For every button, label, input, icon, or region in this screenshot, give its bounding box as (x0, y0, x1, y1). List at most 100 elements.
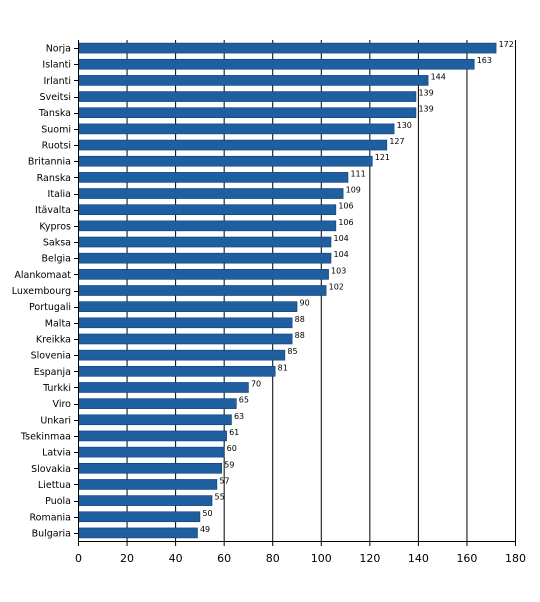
category-label-30: Bulgaria (32, 528, 71, 539)
bar-10 (78, 204, 337, 215)
category-label-1: Islanti (42, 60, 71, 71)
bar-3 (78, 91, 417, 102)
bar-23 (78, 414, 232, 426)
bar-11 (78, 220, 337, 232)
data-label-4: 139 (418, 105, 433, 114)
x-tick-label-100: 100 (311, 552, 332, 565)
category-label-29: Romania (29, 512, 71, 523)
category-label-8: Ranska (37, 173, 71, 184)
bar-22 (78, 398, 237, 409)
data-label-29: 50 (202, 509, 212, 518)
bar-30 (78, 527, 198, 539)
category-label-25: Latvia (42, 448, 71, 459)
x-tick-label-60: 60 (217, 552, 231, 565)
bar-20 (78, 366, 276, 377)
data-label-9: 109 (346, 186, 361, 195)
axes (74, 40, 516, 546)
data-label-7: 121 (375, 153, 390, 162)
category-label-18: Kreikka (36, 334, 71, 345)
bar-8 (78, 172, 349, 183)
bar-13 (78, 252, 332, 264)
data-label-28: 55 (215, 493, 225, 502)
data-label-10: 106 (338, 202, 353, 211)
x-tick-label-140: 140 (408, 552, 429, 565)
data-label-27: 57 (219, 476, 229, 485)
x-tick-label-120: 120 (359, 552, 380, 565)
bar-6 (78, 139, 388, 151)
bar-12 (78, 236, 332, 248)
data-label-5: 130 (397, 121, 412, 130)
data-label-18: 88 (295, 331, 305, 340)
category-label-9: Italia (48, 189, 71, 200)
bar-7 (78, 155, 373, 167)
data-label-17: 88 (295, 315, 305, 324)
x-tick-labels: 0 20 40 60 80 100 120 140 160 180 (75, 552, 526, 565)
category-label-12: Saksa (43, 238, 71, 249)
bar-14 (78, 269, 329, 280)
data-label-3: 139 (418, 89, 433, 98)
data-label-11: 106 (338, 218, 353, 227)
data-label-21: 70 (251, 379, 261, 388)
data-label-13: 104 (333, 250, 348, 259)
x-tick-label-0: 0 (75, 552, 82, 565)
category-label-21: Turkki (42, 383, 71, 394)
bar-24 (78, 430, 227, 442)
data-label-19: 85 (287, 347, 297, 356)
category-label-14: Alankomaat (14, 270, 71, 281)
data-label-6: 127 (389, 137, 404, 146)
x-tick-label-160: 160 (456, 552, 477, 565)
category-label-7: Britannia (28, 157, 71, 168)
bar-0 (78, 42, 497, 54)
bar-9 (78, 188, 344, 199)
data-label-26: 59 (224, 460, 234, 469)
category-label-26: Slovakia (31, 464, 71, 475)
category-label-23: Unkari (40, 415, 71, 426)
category-label-3: Sveitsi (40, 92, 71, 103)
data-label-1: 163 (477, 56, 492, 65)
category-label-20: Espanja (34, 367, 71, 378)
category-labels: Norja Islanti Irlanti Sveitsi Tanska Suomi Ruo… (12, 44, 71, 540)
bar-17 (78, 317, 293, 329)
category-label-22: Viro (53, 399, 72, 410)
data-label-12: 104 (333, 234, 348, 243)
category-label-6: Ruotsi (42, 141, 71, 152)
category-label-0: Norja (46, 44, 71, 55)
data-labels: 172 163 144 139 139 130 127 121 111 109 106 106 104 1… (200, 40, 514, 534)
category-label-16: Portugali (29, 302, 71, 313)
category-label-4: Tanska (38, 108, 71, 119)
data-label-0: 172 (499, 40, 514, 49)
data-label-20: 81 (278, 363, 288, 372)
x-tick-label-20: 20 (120, 552, 134, 565)
bar-1 (78, 58, 475, 70)
category-label-27: Liettua (38, 480, 71, 491)
bar-18 (78, 333, 293, 345)
data-label-8: 111 (350, 169, 365, 178)
category-label-19: Slovenia (31, 351, 71, 362)
x-tick-label-80: 80 (266, 552, 280, 565)
bar-25 (78, 446, 225, 458)
bar-4 (78, 107, 417, 119)
bar-5 (78, 123, 395, 135)
category-label-13: Belgia (42, 254, 72, 265)
category-label-5: Suomi (41, 124, 71, 135)
bar-29 (78, 511, 201, 523)
category-label-17: Malta (45, 318, 71, 329)
data-label-2: 144 (431, 72, 446, 81)
category-label-2: Irlanti (43, 76, 71, 87)
data-label-30: 49 (200, 525, 210, 534)
data-label-22: 65 (239, 396, 249, 405)
x-tick-label-180: 180 (505, 552, 526, 565)
data-label-25: 60 (227, 444, 237, 453)
data-label-23: 63 (234, 412, 244, 421)
category-label-24: Tsekinmaa (20, 431, 71, 442)
x-tick-label-40: 40 (169, 552, 183, 565)
bar-2 (78, 75, 429, 86)
bar-26 (78, 462, 223, 474)
category-label-15: Luxembourg (12, 286, 71, 297)
bar-16 (78, 301, 298, 312)
bar-28 (78, 495, 213, 506)
category-label-10: Itävalta (35, 205, 71, 216)
bar-15 (78, 285, 327, 296)
bar-19 (78, 349, 286, 361)
